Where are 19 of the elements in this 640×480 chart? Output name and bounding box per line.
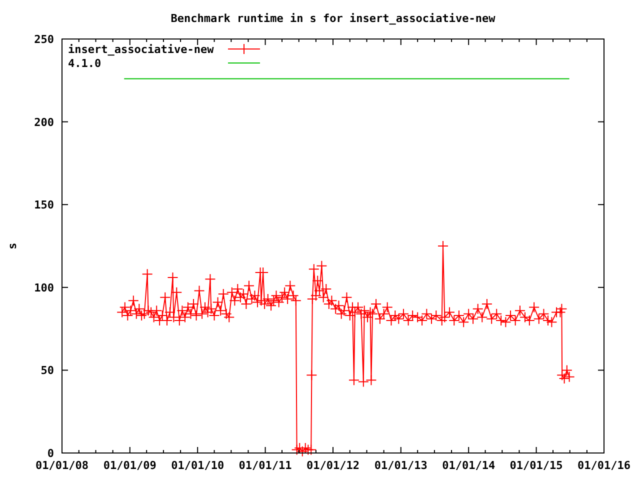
y-tick-label: 150	[34, 198, 54, 212]
y-axis-title: s	[6, 242, 19, 250]
x-tick-label: 01/01/12	[306, 459, 360, 472]
x-tick-label: 01/01/15	[510, 459, 563, 472]
x-tick-label: 01/01/16	[578, 459, 631, 472]
y-tick-label: 250	[34, 33, 54, 46]
y-tick-label: 200	[34, 116, 54, 129]
chart-title: Benchmark runtime in s for insert_associative-new	[170, 12, 496, 25]
y-tick-label: 50	[40, 364, 54, 378]
text: 4.1.0	[68, 57, 102, 70]
x-tick-label: 01/01/08	[36, 459, 88, 472]
y-tick-label: 0	[47, 447, 54, 460]
legend-label: insert_associative-new	[68, 43, 214, 56]
x-tick-label: 01/01/14	[442, 459, 496, 472]
x-tick-label: 01/01/13	[374, 459, 428, 472]
y-tick-label: 100	[34, 281, 54, 294]
x-tick-label: 01/01/11	[238, 459, 292, 472]
x-tick-label: 01/01/10	[171, 459, 224, 472]
x-tick-label: 01/01/09	[103, 459, 156, 472]
